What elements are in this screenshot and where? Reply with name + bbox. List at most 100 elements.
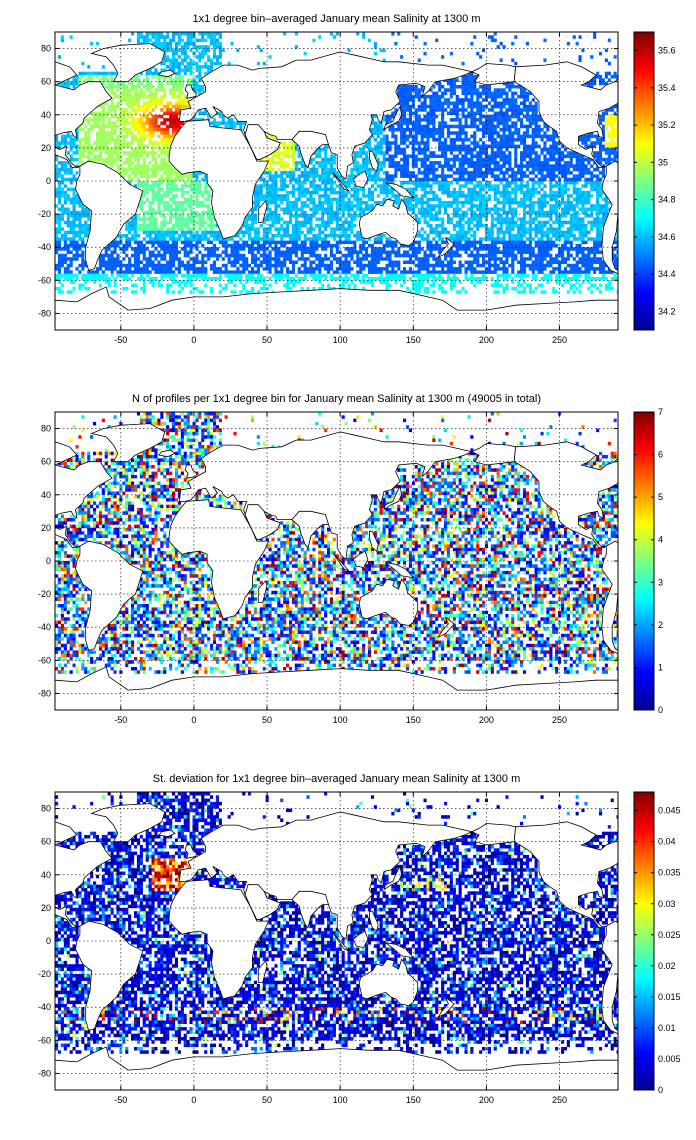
heatmap-cell	[160, 108, 164, 112]
heatmap-cell	[172, 194, 176, 198]
heatmap-cell	[470, 151, 474, 155]
heatmap-cell	[294, 237, 298, 241]
heatmap-cell	[520, 190, 524, 195]
heatmap-cell	[400, 164, 404, 168]
heatmap-cell	[329, 207, 334, 212]
heatmap-cell	[540, 200, 544, 205]
heatmap-cell	[458, 131, 462, 135]
heatmap-cell	[429, 187, 433, 192]
heatmap-cell	[341, 240, 345, 245]
heatmap-cell	[599, 141, 603, 145]
heatmap-cell	[318, 227, 322, 231]
heatmap-cell	[186, 38, 190, 43]
heatmap-cell	[426, 147, 430, 152]
heatmap-cell	[482, 124, 486, 129]
heatmap-cell	[151, 210, 155, 215]
heatmap-cell	[555, 210, 559, 215]
heatmap-cell	[455, 98, 459, 102]
heatmap-cell	[546, 214, 550, 218]
heatmap-cell	[157, 38, 161, 43]
heatmap-cell	[321, 157, 325, 162]
heatmap-cell	[426, 184, 430, 188]
heatmap-cell	[417, 200, 421, 205]
heatmap-cell	[300, 184, 304, 188]
heatmap-cell	[367, 194, 372, 198]
heatmap-cell	[163, 68, 167, 72]
heatmap-cell	[455, 177, 459, 182]
heatmap-cell	[145, 104, 149, 109]
heatmap-cell	[289, 177, 293, 182]
heatmap-cell	[394, 138, 398, 142]
heatmap-cell	[274, 151, 278, 155]
heatmap-cell	[441, 114, 445, 119]
heatmap-cell	[487, 88, 492, 92]
heatmap-cell	[555, 184, 559, 188]
heatmap-cell	[151, 121, 155, 125]
heatmap-cell	[403, 161, 407, 165]
heatmap-cell	[408, 181, 413, 185]
heatmap-cell	[303, 187, 307, 192]
heatmap-cell	[508, 161, 512, 165]
heatmap-cell	[180, 210, 184, 215]
heatmap-cell	[435, 194, 439, 198]
heatmap-cell	[531, 108, 535, 112]
heatmap-cell	[593, 174, 597, 178]
heatmap-cell	[435, 38, 439, 43]
heatmap-cell	[166, 111, 170, 116]
heatmap-cell	[429, 161, 433, 165]
heatmap-cell	[467, 111, 471, 116]
heatmap-cell	[522, 138, 527, 142]
heatmap-cell	[332, 181, 336, 185]
heatmap-cell	[174, 104, 179, 109]
heatmap-cell	[473, 121, 477, 125]
heatmap-cell	[569, 224, 573, 228]
heatmap-cell	[75, 151, 79, 155]
heatmap-cell	[122, 81, 126, 86]
heatmap-cell	[306, 190, 310, 195]
heatmap-cell	[166, 48, 170, 53]
heatmap-cell	[300, 164, 304, 168]
heatmap-cell	[139, 41, 143, 46]
heatmap-cell	[113, 144, 117, 149]
heatmap-cell	[262, 237, 266, 241]
heatmap-cell	[543, 220, 547, 225]
heatmap-cell	[204, 220, 208, 225]
heatmap-cell	[259, 48, 263, 53]
heatmap-cell	[57, 200, 62, 205]
heatmap-cell	[142, 230, 146, 235]
heatmap-cell	[198, 88, 202, 92]
heatmap-cell	[350, 181, 354, 185]
heatmap-cell	[128, 91, 132, 96]
heatmap-cell	[341, 230, 345, 235]
heatmap-cell	[496, 131, 500, 135]
heatmap-cell	[113, 94, 117, 99]
heatmap-cell	[420, 181, 424, 185]
heatmap-cell	[505, 240, 509, 245]
heatmap-cell	[166, 58, 170, 63]
heatmap-cell	[66, 177, 70, 182]
heatmap-cell	[183, 65, 187, 69]
heatmap-cell	[110, 114, 114, 119]
heatmap-cell	[423, 101, 427, 106]
heatmap-cell	[60, 190, 64, 195]
heatmap-cell	[429, 190, 433, 195]
heatmap-cell	[268, 194, 272, 198]
heatmap-cell	[613, 151, 617, 155]
heatmap-cell	[128, 121, 132, 125]
heatmap-cell	[268, 157, 272, 162]
heatmap-cell	[555, 134, 559, 139]
heatmap-cell	[125, 85, 129, 89]
heatmap-cell	[531, 121, 535, 125]
heatmap-cell	[522, 204, 527, 208]
heatmap-cell	[482, 85, 486, 89]
heatmap-cell	[198, 240, 202, 245]
heatmap-cell	[198, 217, 202, 221]
heatmap-cell	[312, 197, 316, 202]
heatmap-cell	[584, 224, 588, 228]
heatmap-cell	[382, 171, 386, 175]
heatmap-cell	[408, 141, 413, 145]
heatmap-cell	[57, 237, 62, 241]
heatmap-cell	[601, 207, 606, 212]
heatmap-cell	[186, 227, 190, 231]
heatmap-cell	[78, 144, 82, 149]
